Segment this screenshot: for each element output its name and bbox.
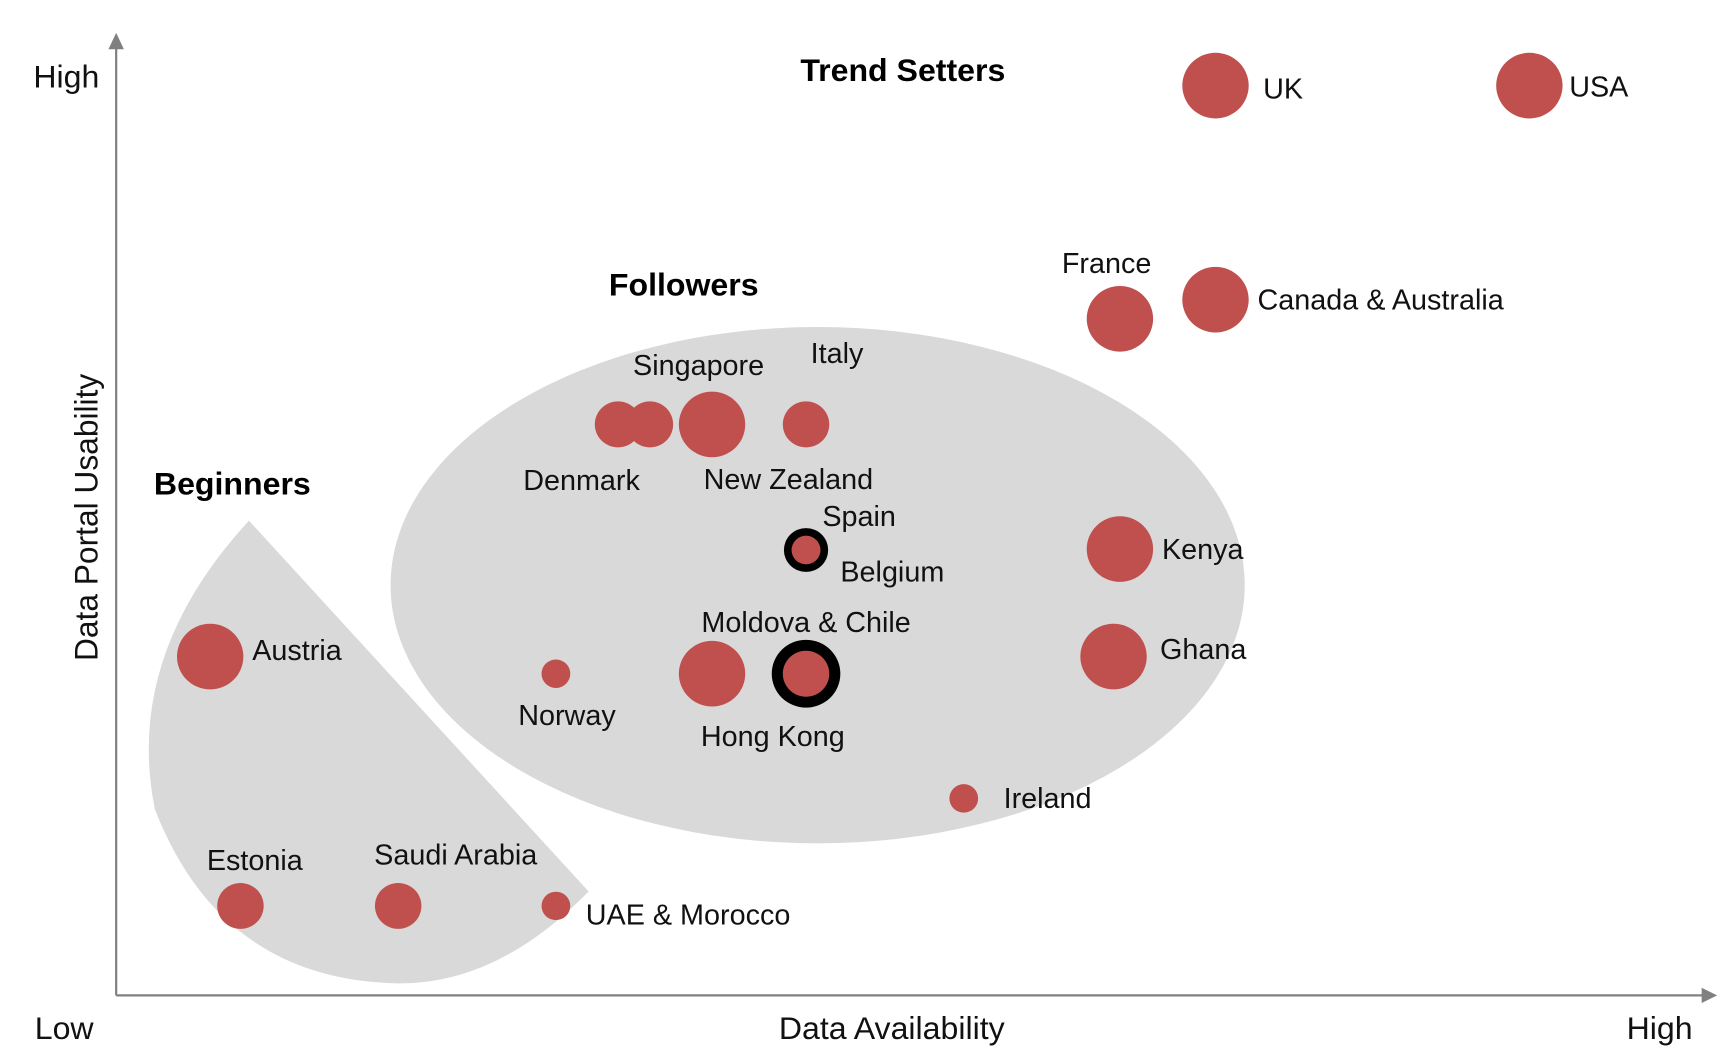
x-tick-high: High [1627,1010,1693,1046]
point-kenya [1086,516,1154,582]
y-tick-high: High [33,59,99,95]
x-axis-label: Data Availability [779,1010,1005,1046]
x-axis-arrow-icon [1701,987,1718,1004]
point-label-norway: Norway [518,700,616,732]
data-points [176,52,1563,929]
point-label-italy: Italy [811,338,864,370]
y-axis-arrow-icon [108,32,124,50]
point-moldova-chile [678,640,746,707]
point-label-moldova-chile: Moldova & Chile [701,607,910,639]
point-hong-kong [782,650,830,697]
point-belgium [791,535,821,565]
point-label-canada-australia: Canada & Australia [1258,285,1504,317]
point-label-hong-kong: Hong Kong [701,721,845,753]
point-ireland [949,784,979,813]
point-label-ghana: Ghana [1160,634,1246,666]
y-axis-label: Data Portal Usability [68,374,104,661]
point-france [1086,285,1154,352]
point-usa [1496,52,1563,119]
followers-region [390,327,1245,844]
point-label-ireland: Ireland [1004,783,1092,815]
group-label-beginners: Beginners [154,466,311,502]
point-label-estonia: Estonia [207,845,303,877]
point-norway [541,659,571,688]
axes: High Low High Data Availability Data Por… [33,32,1718,1046]
group-label-trend-setters: Trend Setters [800,52,1005,88]
point-austria [176,623,244,690]
point-label-france: France [1062,248,1152,280]
point-label-singapore: Singapore [633,350,764,382]
group-label-followers: Followers [609,266,759,302]
point-singapore [626,401,674,448]
point-label-uae-morocco: UAE & Morocco [586,900,791,932]
point-label-usa: USA [1569,72,1629,104]
point-saudi-arabia [374,882,422,929]
regions [148,327,1245,984]
point-uae-morocco [541,891,571,921]
point-label-new-zealand: New Zealand [704,464,873,496]
point-estonia [217,882,264,929]
point-uk [1182,52,1249,119]
point-label-austria: Austria [252,635,342,667]
point-ghana [1080,623,1147,690]
point-label-saudi-arabia: Saudi Arabia [374,839,537,871]
point-canada-australia [1182,266,1249,333]
point-denmark [594,401,642,448]
point-label-uk: UK [1263,74,1303,106]
point-labels: UK USA France Canada & Australia Denmark Sing… [207,72,1629,932]
group-labels: Trend Setters Followers Beginners [154,52,1005,501]
point-label-denmark: Denmark [523,465,640,497]
x-tick-low: Low [35,1010,95,1046]
point-label-belgium: Belgium [840,557,944,589]
beginners-region [148,520,589,984]
point-label-kenya: Kenya [1162,534,1244,566]
point-label-spain: Spain [822,501,896,533]
point-italy [782,401,830,448]
point-new-zealand [678,391,746,458]
